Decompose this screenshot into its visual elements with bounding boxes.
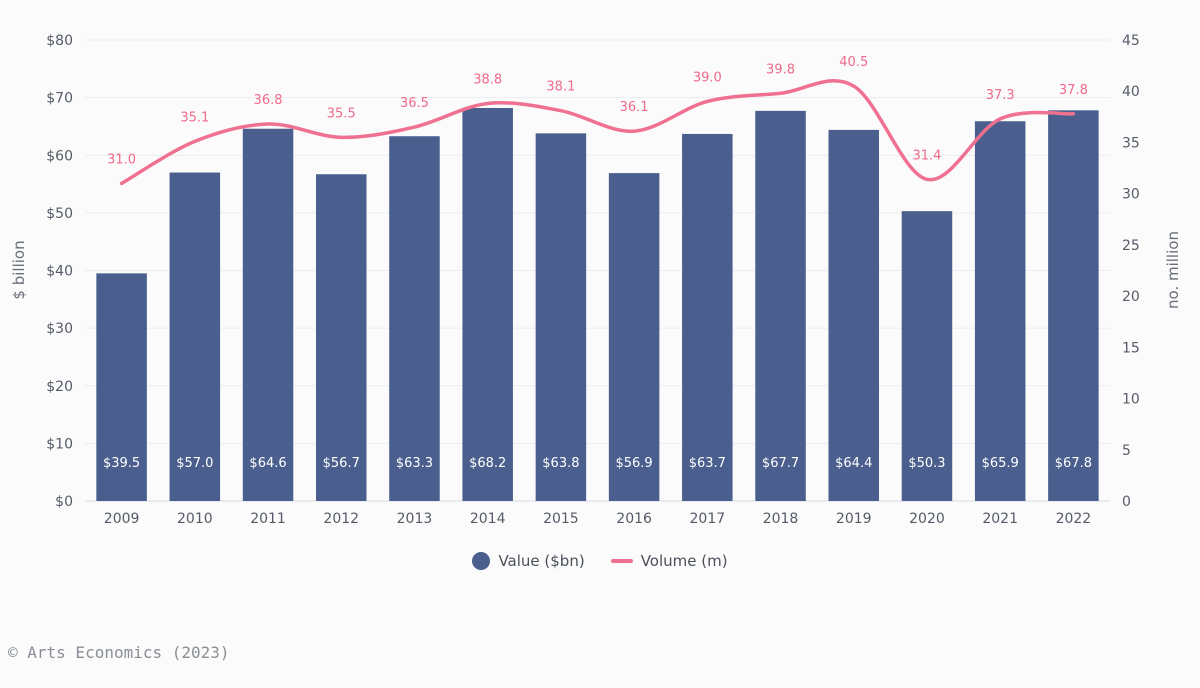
right-y-axis-ticks: 0 5 10 15 20 25 30 35 40 45: [1122, 33, 1140, 510]
value-bar-label: $56.9: [615, 456, 652, 471]
x-tick-label: 2018: [763, 511, 799, 527]
x-tick-label: 2022: [1056, 511, 1092, 527]
right-y-tick-label: 20: [1122, 289, 1140, 305]
x-tick-label: 2010: [177, 511, 213, 527]
value-bar-label: $63.7: [689, 456, 726, 471]
volume-label: 31.0: [107, 152, 136, 167]
legend-swatch-value: [472, 552, 491, 570]
left-y-tick-label: $60: [46, 148, 73, 164]
value-bar-labels: $39.5 $57.0 $64.6 $56.7 $63.3 $68.2 $63.8 $56.9…: [103, 456, 1092, 471]
value-bar: [608, 173, 660, 501]
legend-label-volume: Volume (m): [640, 552, 728, 570]
value-bar-label: $57.0: [176, 456, 213, 471]
left-y-axis-ticks: $0 $10 $20 $30 $40 $50 $60 $70 $80: [46, 33, 73, 510]
value-bar: [535, 133, 587, 502]
x-tick-label: 2014: [470, 511, 506, 527]
right-y-tick-label: 45: [1122, 33, 1140, 49]
x-tick-label: 2020: [909, 511, 945, 527]
value-bar-label: $67.8: [1055, 456, 1092, 471]
x-tick-label: 2009: [104, 511, 140, 527]
value-bar: [682, 133, 733, 501]
value-bar-label: $67.7: [762, 456, 799, 471]
volume-label: 38.1: [546, 80, 575, 95]
volume-label: 35.1: [180, 110, 209, 125]
volume-label: 39.8: [766, 62, 795, 77]
value-bars: [96, 107, 1099, 502]
value-bar: [901, 211, 953, 502]
x-tick-label: 2017: [690, 511, 726, 527]
volume-label: 36.1: [620, 100, 649, 115]
right-y-tick-label: 30: [1122, 187, 1140, 203]
volume-label: 38.8: [473, 73, 502, 88]
value-bar-label: $56.7: [323, 456, 360, 471]
right-axis-title: no. million: [1164, 231, 1182, 309]
volume-line: [119, 79, 1076, 186]
right-y-tick-label: 25: [1122, 238, 1140, 254]
value-bar: [828, 129, 880, 501]
left-y-tick-label: $80: [46, 33, 73, 49]
value-bar-label: $50.3: [908, 456, 945, 471]
value-bar: [974, 121, 1026, 501]
volume-label: 37.3: [986, 88, 1015, 103]
value-bar-label: $39.5: [103, 456, 140, 471]
value-bar-label: $64.4: [835, 456, 872, 471]
value-bar: [389, 136, 440, 501]
value-bar: [1048, 110, 1099, 502]
x-tick-label: 2011: [250, 511, 286, 527]
volume-label: 37.8: [1059, 83, 1088, 98]
value-bar: [242, 128, 294, 501]
left-y-tick-label: $20: [46, 379, 73, 395]
right-y-tick-label: 5: [1122, 443, 1131, 459]
left-axis-title: $ billion: [10, 240, 28, 299]
left-y-tick-label: $40: [46, 264, 73, 280]
volume-label: 39.0: [693, 70, 722, 85]
volume-label: 36.8: [254, 93, 283, 108]
x-tick-label: 2012: [323, 511, 359, 527]
right-y-tick-label: 0: [1122, 494, 1131, 510]
legend-swatch-volume: [610, 559, 633, 563]
volume-label: 35.5: [327, 106, 356, 121]
value-bar: [462, 107, 513, 501]
x-tick-label: 2015: [543, 511, 579, 527]
legend: Value ($bn) Volume (m): [0, 552, 1200, 570]
legend-label-value: Value ($bn): [498, 552, 585, 570]
value-bar-label: $68.2: [469, 456, 506, 471]
value-bar: [315, 174, 367, 502]
legend-item-volume: Volume (m): [610, 552, 728, 570]
value-bar: [169, 172, 221, 501]
right-y-tick-label: 35: [1122, 135, 1140, 151]
left-y-tick-label: $70: [46, 91, 73, 107]
volume-label: 31.4: [912, 148, 941, 163]
x-tick-label: 2019: [836, 511, 872, 527]
value-bar-label: $65.9: [982, 456, 1019, 471]
value-bar: [96, 273, 147, 501]
x-tick-label: 2013: [397, 511, 433, 527]
value-bar-label: $63.3: [396, 456, 433, 471]
left-y-tick-label: $30: [46, 321, 73, 337]
left-y-tick-label: $0: [55, 494, 73, 510]
volume-label: 40.5: [839, 55, 868, 70]
value-bar-label: $64.6: [249, 456, 286, 471]
gridlines: [85, 39, 1110, 502]
right-y-tick-label: 15: [1122, 340, 1140, 356]
value-bar: [755, 110, 806, 501]
x-tick-label: 2016: [616, 511, 652, 527]
x-tick-label: 2021: [982, 511, 1018, 527]
left-y-tick-label: $10: [46, 436, 73, 452]
x-axis-ticks: 2009 2010 2011 2012 2013 2014 2015 2016 2017 2018…: [104, 511, 1091, 527]
chart: $0 $10 $20 $30 $40 $50 $60 $70 $80 0 5 10 15 20 25 30 3…: [10, 33, 1182, 527]
value-bar-label: $63.8: [542, 456, 579, 471]
legend-item-value: Value ($bn): [472, 552, 585, 570]
volume-label: 36.5: [400, 96, 429, 111]
copyright-footer: © Arts Economics (2023): [8, 643, 230, 662]
volume-labels: 31.0 35.1 36.8 35.5 36.5 38.8 38.1 36.1 39.0 39.8…: [107, 55, 1088, 167]
right-y-tick-label: 40: [1122, 84, 1140, 100]
right-y-tick-label: 10: [1122, 392, 1140, 408]
left-y-tick-label: $50: [46, 206, 73, 222]
